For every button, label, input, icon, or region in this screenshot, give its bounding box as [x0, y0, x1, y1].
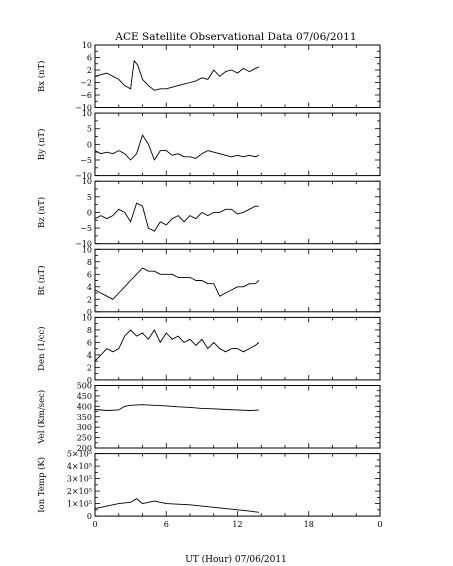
y-axis-label: By (nT): [36, 129, 47, 161]
y-tick-label: 5: [87, 125, 92, 134]
y-axis-label: Bz (nT): [36, 197, 47, 228]
panel-frame: [94, 44, 381, 108]
y-tick-label: 300: [77, 423, 92, 432]
x-axis-label: UT (Hour) 07/06/2011: [185, 554, 287, 565]
y-tick-label: 5: [87, 193, 92, 202]
y-tick-label: 10: [82, 41, 92, 50]
y-tick-label: 10: [82, 109, 92, 118]
chart-title: ACE Satellite Observational Data 07/06/2…: [114, 31, 356, 43]
panel-frame: [94, 453, 381, 517]
y-axis-label: Bx (nT): [36, 60, 47, 92]
y-tick-label: 2: [87, 66, 92, 75]
series-line: [94, 202, 259, 232]
y-axis-label: Ion Temp (K): [36, 457, 47, 513]
series-line: [94, 267, 260, 300]
x-axis: 0 6 12 18 0: [92, 520, 382, 529]
y-tick-label: 6: [87, 270, 92, 279]
x-tick-label: 0: [377, 520, 382, 529]
panel-frame: [94, 248, 381, 313]
panel-0: −10 −6 −2 2 6 10 Bx (nT): [36, 41, 381, 113]
y-tick-label: −2: [80, 79, 92, 88]
y-tick-label: 4×10⁵: [67, 462, 92, 471]
y-tick-label: 3×10⁵: [67, 475, 92, 484]
y-tick-label: 350: [77, 413, 92, 422]
y-tick-label: 5×10⁵: [67, 450, 92, 459]
panel-6: 0 1×10⁵ 2×10⁵ 3×10⁵ 4×10⁵ 5×10⁵ Ion Temp (K): [36, 450, 381, 521]
panel-frame: [94, 385, 381, 449]
y-tick-label: 10: [82, 313, 92, 322]
y-tick-label: 6: [87, 54, 92, 63]
y-tick-label: 0: [87, 376, 92, 385]
y-tick-label: −10: [75, 172, 92, 181]
x-tick-label: 0: [92, 520, 97, 529]
series-line: [94, 134, 260, 161]
y-axis-label: Bt (nT): [36, 265, 47, 295]
y-tick-label: −10: [75, 240, 92, 249]
panels: −10 −6 −2 2 6 10 Bx (nT) −10 −5 0 5 10 By (nT) −10 −5 0…: [36, 41, 381, 521]
y-tick-label: 2: [87, 295, 92, 304]
series-line: [94, 329, 260, 362]
y-tick-label: −6: [80, 91, 92, 100]
y-tick-label: 200: [77, 444, 92, 453]
y-tick-label: 500: [77, 382, 92, 391]
y-tick-label: 4: [87, 351, 92, 360]
y-tick-label: 450: [77, 392, 92, 401]
x-tick-label: 12: [232, 520, 242, 529]
panel-frame: [94, 180, 381, 245]
panel-1: −10 −5 0 5 10 By (nT): [36, 109, 381, 181]
panel-frame: [94, 112, 381, 177]
y-tick-label: 400: [77, 402, 92, 411]
y-axis-label: Den (1/cc): [36, 326, 47, 370]
series-line: [94, 404, 259, 411]
y-tick-label: 10: [82, 177, 92, 186]
y-tick-label: 10: [82, 245, 92, 254]
y-tick-label: 0: [87, 512, 92, 521]
panel-3: 0 2 4 6 8 10 Bt (nT): [36, 245, 381, 317]
y-tick-label: 2: [87, 363, 92, 372]
series-line: [94, 60, 260, 91]
y-tick-label: 2×10⁵: [67, 487, 92, 496]
y-tick-label: 0: [87, 140, 92, 149]
x-tick-label: 6: [164, 520, 169, 529]
panel-4: 0 2 4 6 8 10 Den (1/cc): [36, 313, 381, 385]
y-tick-label: 8: [87, 258, 92, 267]
y-tick-label: −10: [75, 104, 92, 113]
y-tick-label: 250: [77, 434, 92, 443]
panel-2: −10 −5 0 5 10 Bz (nT): [36, 177, 381, 249]
y-tick-label: 4: [87, 283, 92, 292]
y-tick-label: 1×10⁵: [67, 500, 92, 509]
y-tick-label: 8: [87, 326, 92, 335]
y-tick-label: 0: [87, 308, 92, 317]
y-axis-label: Vel (Km/sec): [36, 390, 47, 445]
y-tick-label: 6: [87, 338, 92, 347]
x-tick-label: 18: [304, 520, 314, 529]
y-tick-label: −5: [80, 224, 92, 233]
y-tick-label: 0: [87, 208, 92, 217]
series-line: [94, 498, 259, 513]
y-tick-label: −5: [80, 156, 92, 165]
